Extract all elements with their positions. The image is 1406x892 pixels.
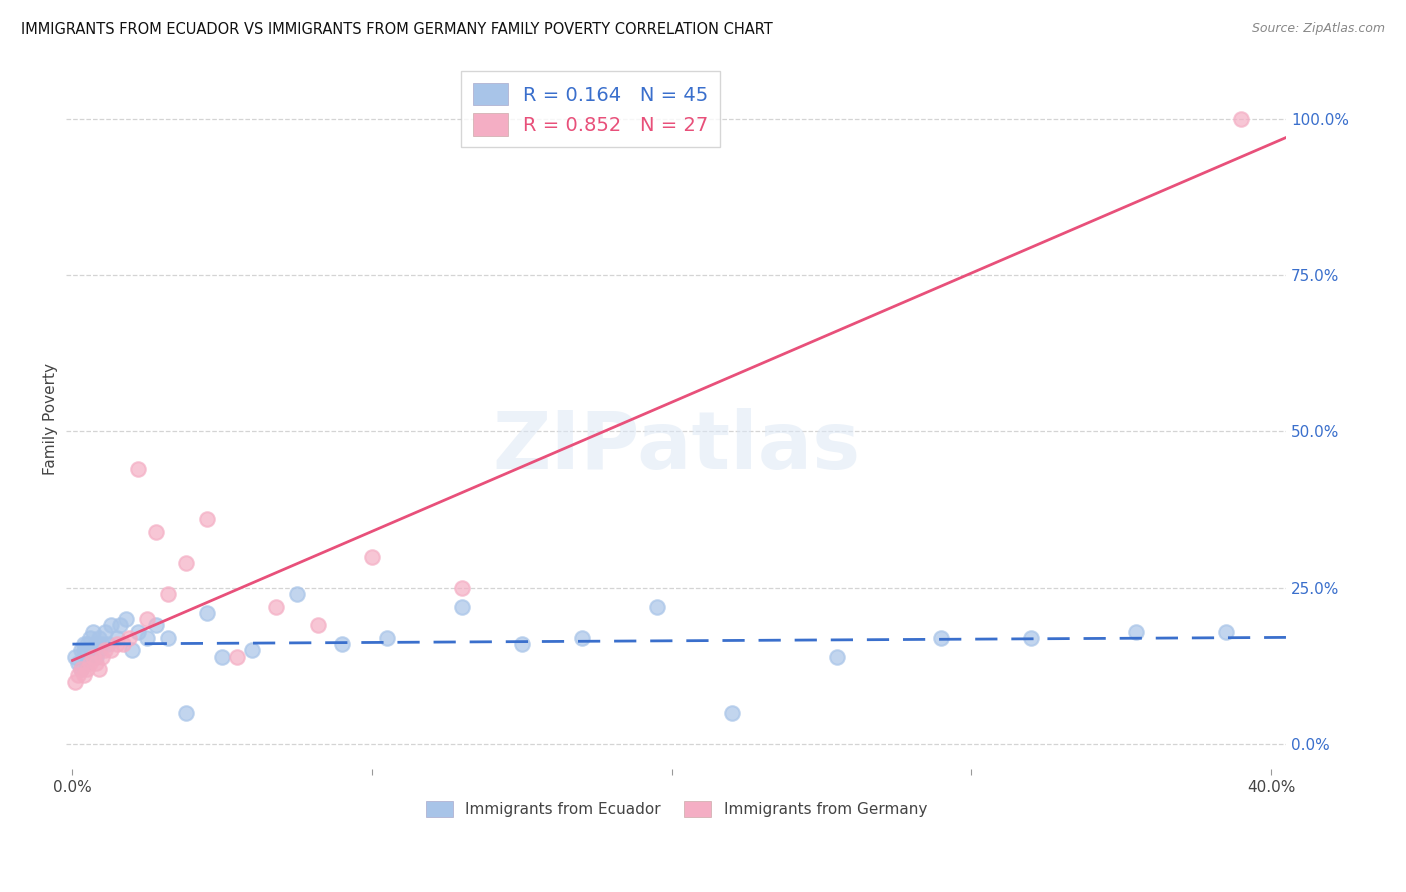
Point bbox=[127, 462, 149, 476]
Text: IMMIGRANTS FROM ECUADOR VS IMMIGRANTS FROM GERMANY FAMILY POVERTY CORRELATION CH: IMMIGRANTS FROM ECUADOR VS IMMIGRANTS FR… bbox=[21, 22, 773, 37]
Point bbox=[73, 643, 96, 657]
Point bbox=[82, 624, 104, 639]
Point bbox=[264, 599, 287, 614]
Point bbox=[70, 662, 93, 676]
Point bbox=[91, 649, 114, 664]
Point bbox=[79, 656, 101, 670]
Point bbox=[67, 656, 90, 670]
Point bbox=[226, 649, 249, 664]
Point bbox=[211, 649, 233, 664]
Point bbox=[100, 643, 122, 657]
Point bbox=[375, 631, 398, 645]
Point bbox=[79, 631, 101, 645]
Point bbox=[76, 656, 98, 670]
Point bbox=[86, 637, 108, 651]
Point bbox=[121, 643, 143, 657]
Point bbox=[1019, 631, 1042, 645]
Point bbox=[145, 524, 167, 539]
Point bbox=[1230, 112, 1253, 126]
Point bbox=[176, 556, 198, 570]
Point bbox=[136, 612, 159, 626]
Point bbox=[82, 643, 104, 657]
Point bbox=[1125, 624, 1147, 639]
Point bbox=[510, 637, 533, 651]
Point bbox=[65, 649, 87, 664]
Point bbox=[67, 668, 90, 682]
Point bbox=[91, 637, 114, 651]
Point bbox=[451, 599, 474, 614]
Point bbox=[112, 637, 135, 651]
Point bbox=[1215, 624, 1237, 639]
Text: Source: ZipAtlas.com: Source: ZipAtlas.com bbox=[1251, 22, 1385, 36]
Point bbox=[110, 618, 132, 632]
Point bbox=[176, 706, 198, 720]
Point bbox=[195, 512, 218, 526]
Point bbox=[127, 624, 149, 639]
Point bbox=[97, 637, 120, 651]
Point bbox=[145, 618, 167, 632]
Point bbox=[89, 662, 111, 676]
Point bbox=[115, 612, 138, 626]
Point bbox=[931, 631, 953, 645]
Point bbox=[70, 643, 93, 657]
Point bbox=[157, 631, 180, 645]
Y-axis label: Family Poverty: Family Poverty bbox=[44, 363, 58, 475]
Point bbox=[73, 668, 96, 682]
Point bbox=[645, 599, 668, 614]
Point bbox=[94, 643, 117, 657]
Point bbox=[70, 662, 93, 676]
Point bbox=[79, 649, 101, 664]
Point bbox=[195, 606, 218, 620]
Point bbox=[136, 631, 159, 645]
Point bbox=[720, 706, 742, 720]
Point bbox=[82, 649, 104, 664]
Point bbox=[118, 631, 141, 645]
Point bbox=[105, 637, 128, 651]
Point bbox=[451, 581, 474, 595]
Point bbox=[571, 631, 593, 645]
Point bbox=[73, 637, 96, 651]
Text: ZIPatlas: ZIPatlas bbox=[492, 408, 860, 486]
Point bbox=[157, 587, 180, 601]
Point bbox=[86, 656, 108, 670]
Point bbox=[65, 674, 87, 689]
Point bbox=[86, 649, 108, 664]
Point bbox=[240, 643, 263, 657]
Point bbox=[94, 624, 117, 639]
Point bbox=[76, 637, 98, 651]
Point bbox=[307, 618, 329, 632]
Point bbox=[330, 637, 353, 651]
Point bbox=[285, 587, 308, 601]
Point bbox=[825, 649, 848, 664]
Point bbox=[89, 643, 111, 657]
Point bbox=[76, 662, 98, 676]
Point bbox=[100, 618, 122, 632]
Point bbox=[89, 631, 111, 645]
Point bbox=[361, 549, 384, 564]
Legend: Immigrants from Ecuador, Immigrants from Germany: Immigrants from Ecuador, Immigrants from… bbox=[418, 794, 935, 825]
Point bbox=[105, 631, 128, 645]
